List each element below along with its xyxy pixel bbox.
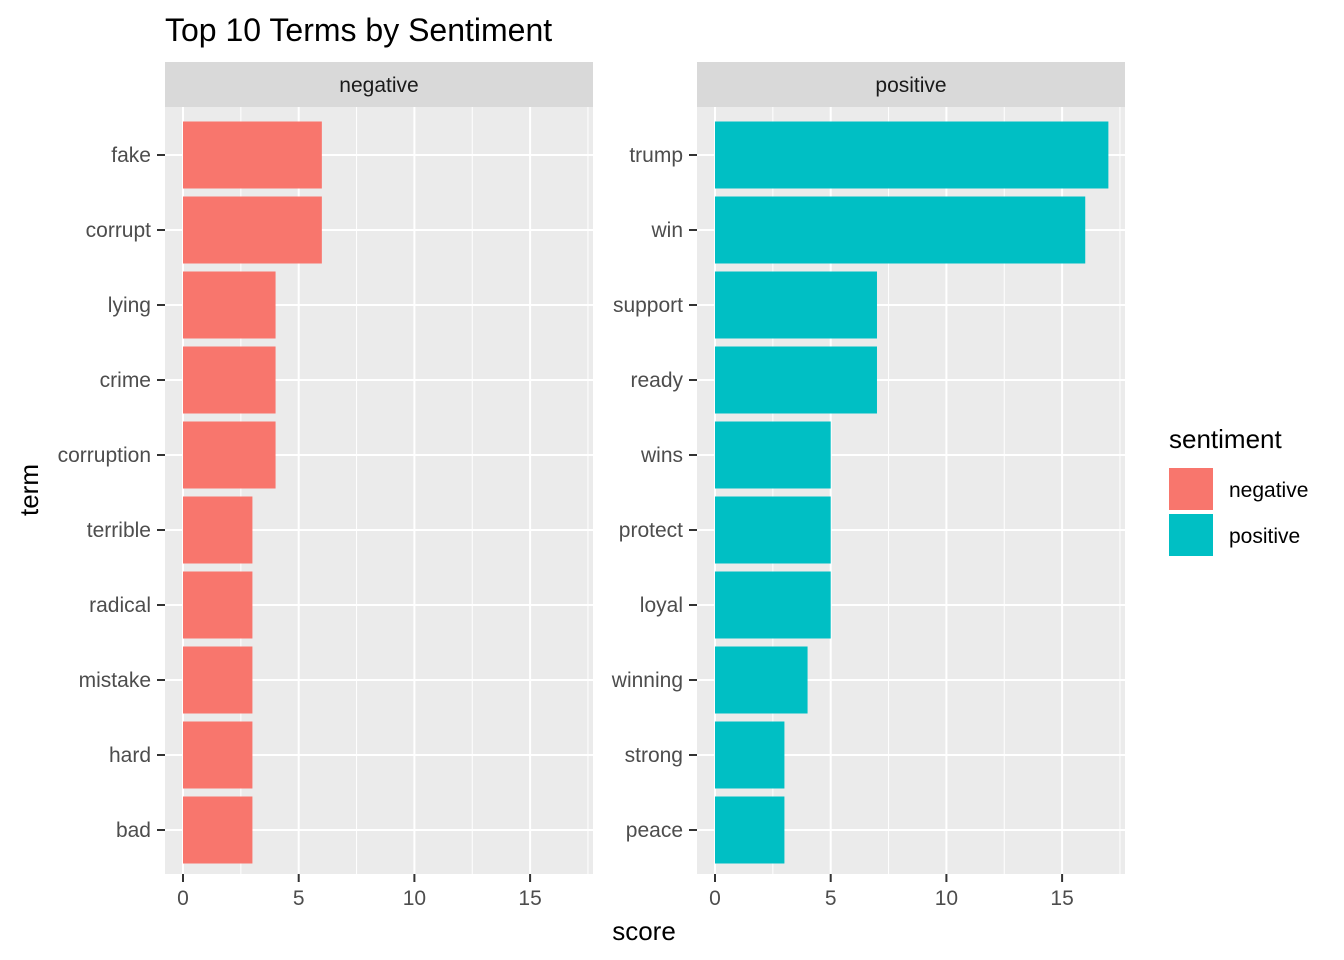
y-axis-title: term [14, 464, 44, 516]
y-tick-label: ready [630, 369, 683, 392]
x-tick-label: 5 [825, 887, 837, 910]
bar-fake [183, 121, 322, 189]
facet-panels: negative fake corrupt lying crime corruption t… [58, 62, 1125, 910]
bar-wins [715, 421, 831, 489]
legend-key-negative [1169, 468, 1213, 510]
bar-ready [715, 346, 877, 414]
y-tick-label: hard [109, 744, 151, 767]
x-tick-label: 5 [293, 887, 305, 910]
bar-loyal [715, 571, 831, 639]
legend-label-positive: positive [1229, 525, 1300, 548]
x-tick-label: 15 [518, 887, 541, 910]
x-tick-label: 15 [1050, 887, 1073, 910]
y-tick-label: wins [640, 444, 683, 467]
x-tick-label: 10 [403, 887, 426, 910]
legend-title: sentiment [1169, 424, 1282, 454]
legend-label-negative: negative [1229, 479, 1308, 502]
y-tick-label: radical [89, 594, 151, 617]
bar-bad [183, 796, 253, 864]
bar-support [715, 271, 877, 339]
legend: sentiment negative positive [1169, 424, 1308, 556]
y-tick-label: terrible [87, 519, 151, 542]
y-tick-label: support [613, 294, 683, 317]
bar-corrupt [183, 196, 322, 264]
bar-peace [715, 796, 785, 864]
strip-label-negative: negative [339, 74, 418, 97]
y-tick-label: crime [100, 369, 151, 392]
y-tick-label: peace [626, 819, 683, 842]
y-tick-label: lying [108, 294, 151, 317]
bar-mistake [183, 646, 253, 714]
y-tick-label: protect [619, 519, 683, 542]
y-tick-label: win [650, 219, 683, 242]
bar-protect [715, 496, 831, 564]
y-tick-label: mistake [79, 669, 151, 692]
y-tick-label: fake [111, 144, 151, 167]
x-axis-title: score [612, 916, 676, 946]
bar-trump [715, 121, 1109, 189]
y-tick-label: corrupt [86, 219, 152, 242]
bar-strong [715, 721, 785, 789]
strip-negative [165, 62, 593, 107]
bar-terrible [183, 496, 253, 564]
bar-lying [183, 271, 276, 339]
bar-corruption [183, 421, 276, 489]
facet-negative: negative fake corrupt lying crime corruption t… [58, 62, 593, 910]
bar-winning [715, 646, 808, 714]
bar-radical [183, 571, 253, 639]
x-tick-label: 0 [709, 887, 721, 910]
y-tick-label: winning [611, 669, 683, 692]
facet-positive: positive trump win support ready wins protect l… [611, 62, 1125, 910]
y-tick-label: corruption [58, 444, 151, 467]
strip-label-positive: positive [875, 74, 946, 97]
y-tick-label: strong [625, 744, 683, 767]
bar-hard [183, 721, 253, 789]
y-tick-label: loyal [640, 594, 683, 617]
chart-title: Top 10 Terms by Sentiment [165, 12, 552, 48]
y-tick-label: bad [116, 819, 151, 842]
bar-win [715, 196, 1086, 264]
y-tick-label: trump [629, 144, 683, 167]
bar-crime [183, 346, 276, 414]
x-tick-label: 0 [177, 887, 189, 910]
strip-positive [697, 62, 1125, 107]
x-tick-label: 10 [935, 887, 958, 910]
legend-key-positive [1169, 514, 1213, 556]
